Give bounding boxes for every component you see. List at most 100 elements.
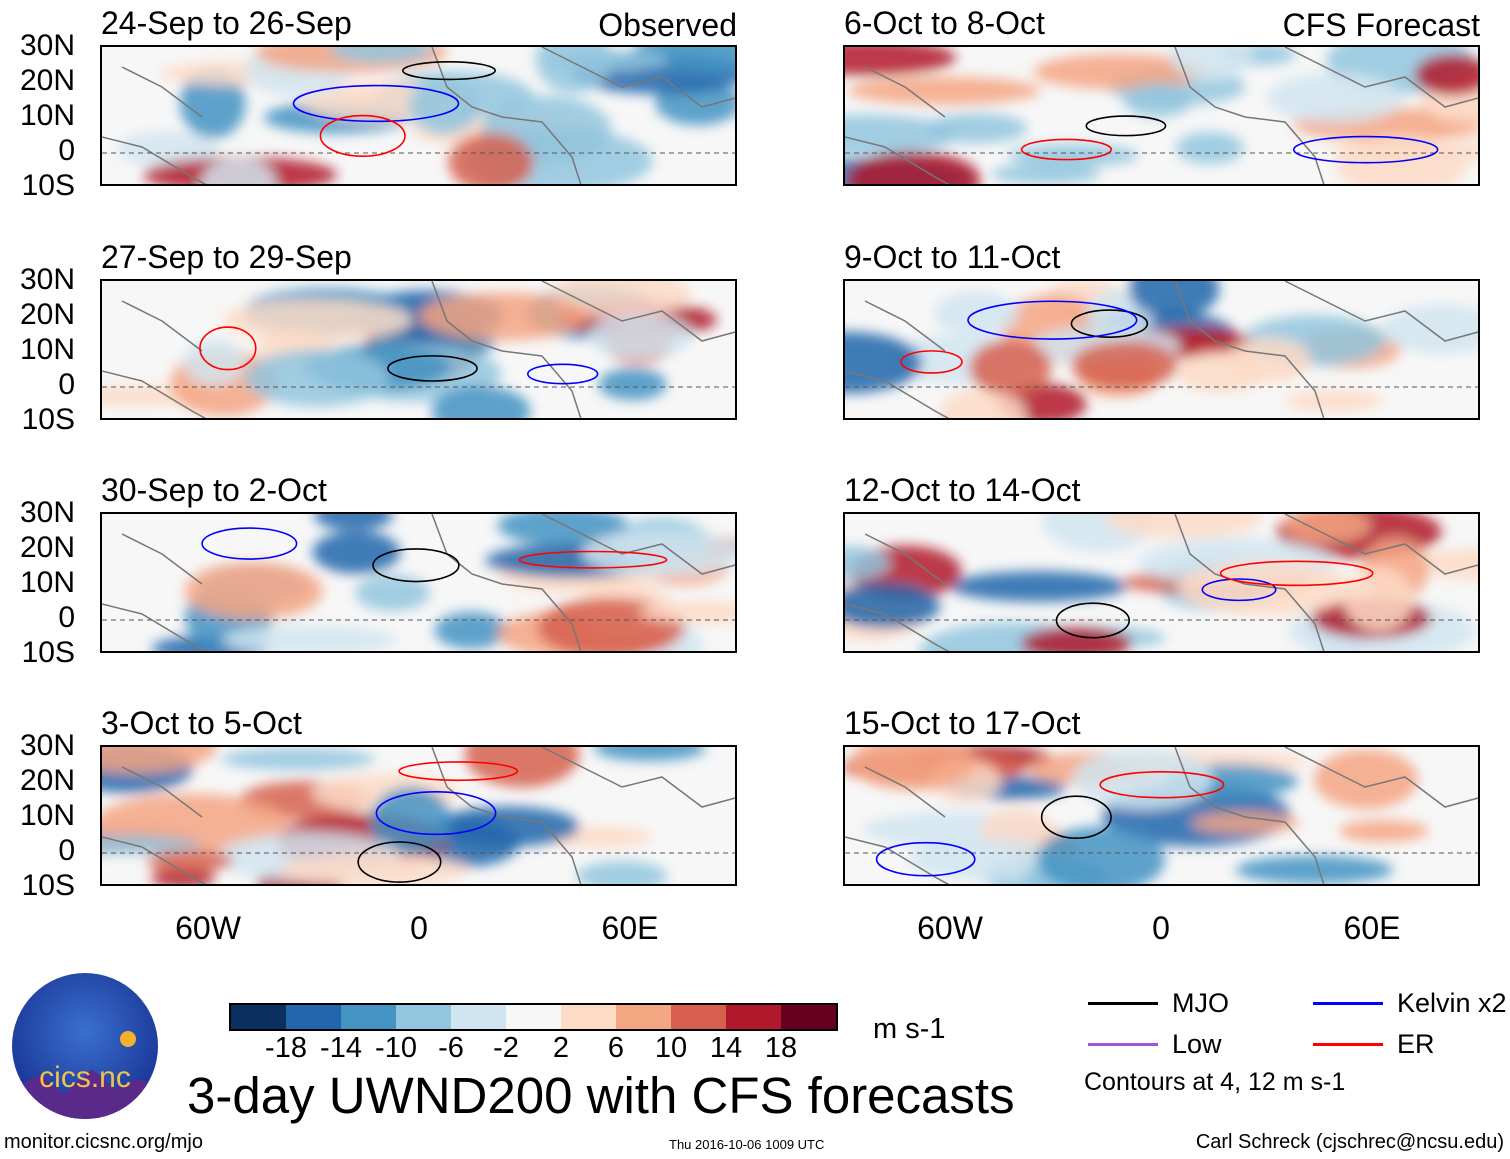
colorbar-swatch [506,1005,561,1029]
footer-author: Carl Schreck (cjschrec@ncsu.edu) [1195,1131,1504,1153]
anomaly-region [969,339,1052,396]
anomaly-region [576,860,668,884]
anomaly-region [1343,567,1414,632]
anomaly-region [1225,337,1312,383]
panel-title: 30-Sep to 2-Oct [101,472,327,508]
lat-label: 10N [19,566,75,599]
colorbar-swatch [781,1005,836,1029]
anomaly-region [1235,855,1394,884]
lat-label: 10S [21,636,75,669]
anomaly-region [550,281,691,320]
legend-label: Kelvin x2 [1397,988,1507,1018]
anomaly-region [146,850,233,872]
lat-label: 10S [21,869,75,902]
colorbar-swatch [671,1005,726,1029]
anomaly-region [1169,47,1253,82]
lat-label: 10N [19,333,75,366]
anomaly-region [587,313,693,359]
anomaly-region [245,349,390,407]
anomaly-region [1072,748,1213,810]
panel-title: 15-Oct to 17-Oct [844,705,1081,741]
anomaly-region [222,298,413,342]
lat-label: 20N [19,764,75,797]
anomaly-region [1282,514,1371,542]
coastline [845,533,950,651]
anomaly-region [846,151,981,184]
lat-label: 0 [58,834,75,867]
colorbar-label: -18 [265,1032,307,1064]
colorbar-label: -10 [375,1032,417,1064]
footer-url[interactable]: monitor.cicsnc.org/mjo [4,1131,203,1153]
anomaly-region [1414,54,1478,96]
lon-label: 0 [1152,910,1170,946]
coastline [845,66,950,184]
anomaly-region [179,68,246,139]
anomaly-region [933,291,1020,336]
lat-label: 10N [19,799,75,832]
coastline [431,747,735,884]
coastline [1174,47,1478,184]
lat-label: 30N [19,729,75,762]
logo[interactable]: cics.nc [12,973,158,1119]
anomaly-region [102,747,217,773]
lat-label: 10S [21,403,75,436]
anomaly-region [638,601,735,624]
anomaly-region [950,571,1128,602]
anomaly-region [593,747,706,762]
panel-title: 24-Sep to 26-Sep [101,5,352,41]
footer-timestamp: Thu 2016-10-06 1009 UTC [669,1137,825,1152]
anomaly-region [464,747,580,788]
anomaly-region [845,582,941,629]
er-contour [319,114,406,158]
mjo-contour [1085,115,1167,137]
anomaly-region [1033,53,1207,90]
colorbar-label: 14 [709,1032,743,1064]
anomaly-region [1314,749,1419,810]
panel-tag: Observed [598,7,737,43]
coastline [102,66,207,184]
anomaly-region [633,47,735,74]
anomaly-region [313,514,393,531]
colorbar-swatch [286,1005,341,1029]
anomaly-region [1105,514,1263,539]
anomaly-region [222,624,397,651]
anomaly-region [847,76,1041,105]
lat-label: 20N [19,531,75,564]
lon-label: 60E [1343,910,1401,946]
anomaly-region [116,131,220,167]
colorbar-label: -6 [438,1032,464,1064]
panel-title: 6-Oct to 8-Oct [844,5,1045,41]
lon-label: 60W [917,910,983,946]
anomaly-region [183,338,245,386]
anomaly-region [1267,72,1404,124]
colorbar [229,1003,838,1031]
anomaly-region [312,530,401,574]
map-panel [843,45,1480,186]
kelvin-contour [201,527,298,560]
anomaly-region [201,157,276,184]
main-title: 3-day UWND200 with CFS forecasts [187,1067,1015,1124]
coastline [102,300,207,418]
kelvin-contour [1292,135,1439,164]
anomaly-region [1338,819,1429,843]
panel-title: 9-Oct to 11-Oct [844,239,1061,275]
anomaly-region [1178,561,1354,616]
er-contour [398,761,519,782]
colorbar-label: 10 [654,1032,688,1064]
anomaly-region [598,368,667,401]
lat-label: 0 [58,368,75,401]
map-panel [843,745,1480,886]
lat-label: 30N [19,29,75,62]
colorbar-swatch [341,1005,396,1029]
anomaly-region [845,545,890,582]
anomaly-region [497,514,629,546]
er-contour [900,350,963,374]
anomaly-region [280,853,468,884]
lat-label: 20N [19,298,75,331]
lon-label: 0 [410,910,428,946]
anomaly-region [980,807,1054,850]
legend-line-er [1313,1043,1383,1046]
kelvin-contour [292,84,460,123]
anomaly-region [1429,102,1478,123]
